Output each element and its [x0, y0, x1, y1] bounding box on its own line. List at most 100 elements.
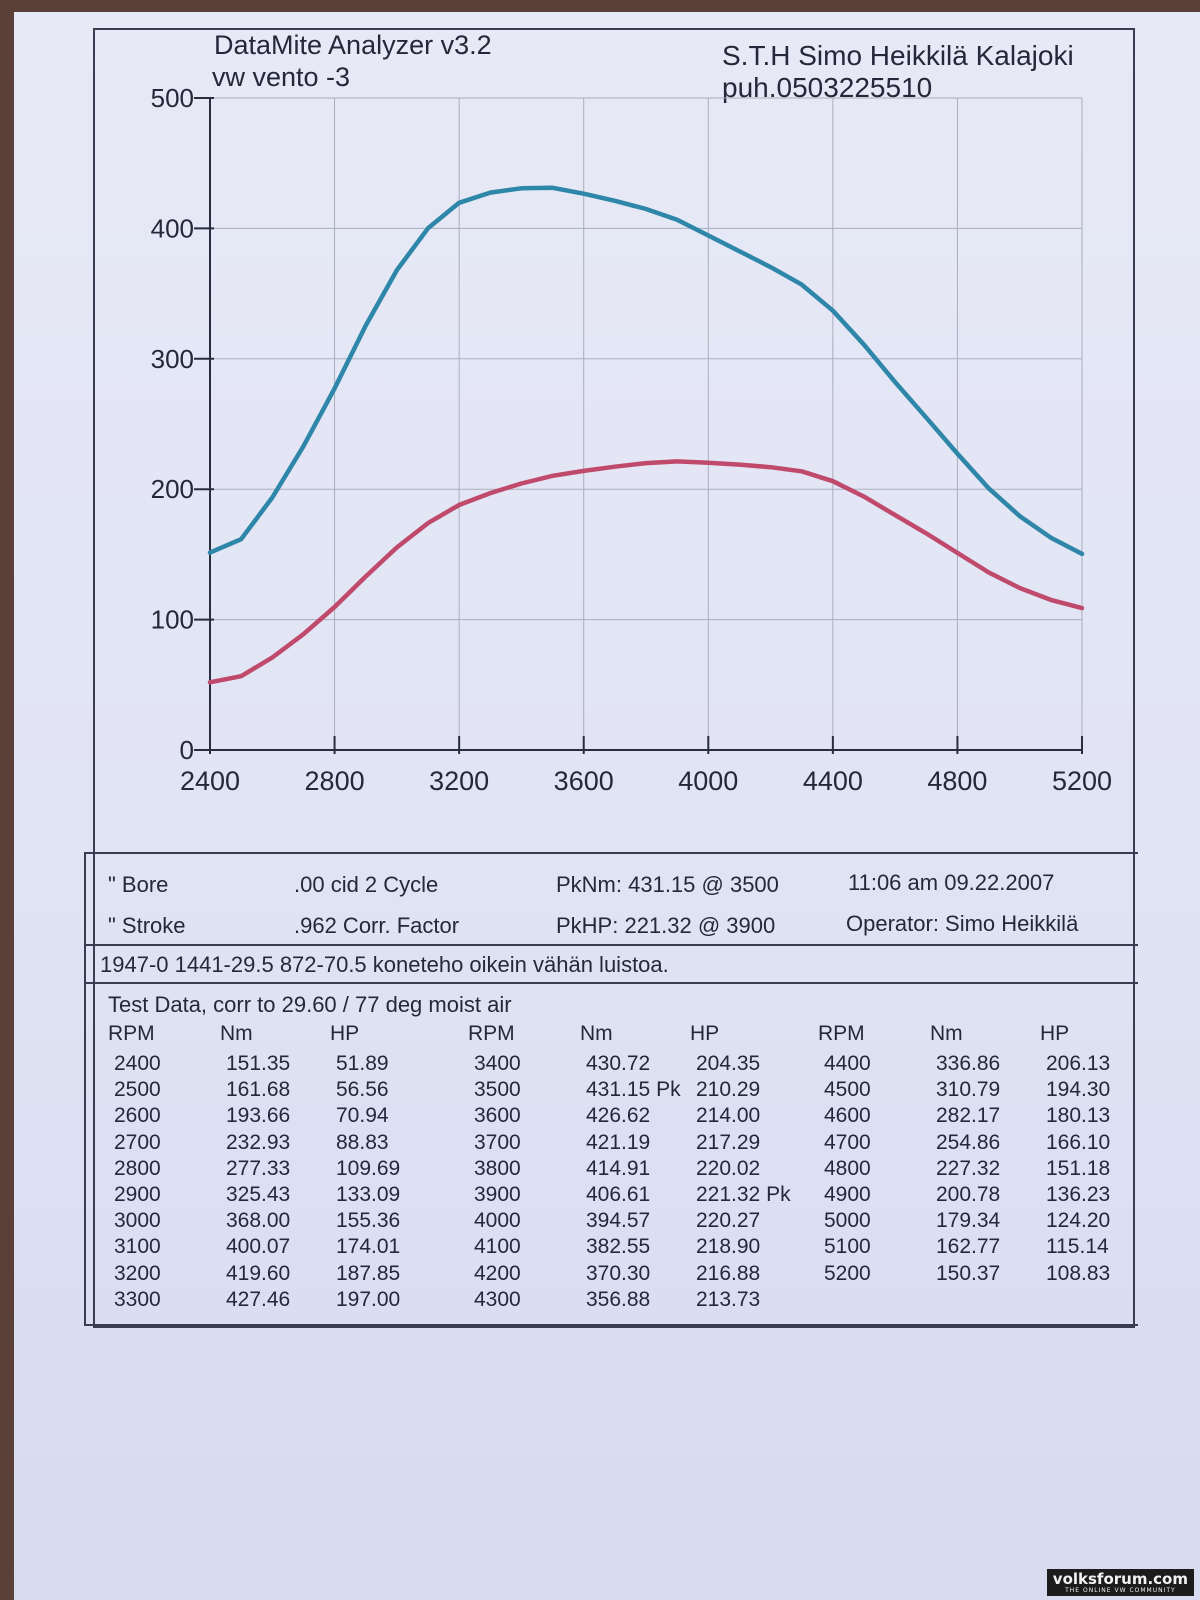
table-cell: 204.35 — [696, 1052, 761, 1075]
table-cell: 5200 — [824, 1261, 871, 1285]
run-note: 1947-0 1441-29.5 872-70.5 koneteho oikei… — [100, 952, 669, 977]
table-cell: 5000 — [824, 1209, 871, 1233]
table-cell: 426.62 — [586, 1104, 651, 1128]
x-tick-label-3: 3600 — [554, 766, 614, 796]
bore-label: " Bore — [108, 872, 169, 897]
y-tick-label-3: 300 — [151, 344, 194, 374]
table-cell: 2500 — [114, 1078, 161, 1102]
operator: Operator: Simo Heikkilä — [846, 911, 1079, 936]
table-cell: 394.57 — [586, 1209, 651, 1233]
table-cell: 3500 — [474, 1078, 521, 1102]
series-line-nm — [207, 185, 1085, 557]
y-tick-label-2: 200 — [151, 474, 194, 504]
column-header-hp: HP — [690, 1022, 720, 1045]
column-header-rpm: RPM — [468, 1022, 515, 1045]
y-tick-label-5: 500 — [151, 83, 194, 113]
table-cell: 161.68 — [226, 1078, 291, 1102]
table-cell: 180.13 — [1046, 1104, 1111, 1128]
table-cell: 5100 — [824, 1235, 871, 1259]
table-cell: 400.07 — [226, 1235, 291, 1259]
left-border — [84, 852, 86, 1326]
table-cell: 88.83 — [336, 1130, 389, 1154]
column-header-nm: Nm — [580, 1022, 613, 1045]
table-cell: 421.19 — [586, 1130, 651, 1154]
table-cell: 136.23 — [1046, 1183, 1111, 1206]
time-date: 11:06 am 09.22.2007 — [848, 870, 1055, 895]
table-cell: 3700 — [474, 1130, 521, 1154]
watermark-subtitle: THE ONLINE VW COMMUNITY — [1065, 1587, 1176, 1594]
table-cell: 133.09 — [336, 1183, 401, 1206]
table-cell: 336.86 — [936, 1052, 1001, 1075]
table-cell: 3400 — [474, 1052, 521, 1075]
stroke-label: " Stroke — [108, 913, 186, 938]
table-cell: 213.73 — [696, 1287, 761, 1311]
column-header-rpm: RPM — [818, 1022, 865, 1045]
table-cell: 109.69 — [336, 1156, 401, 1180]
table-cell: 3600 — [474, 1104, 521, 1128]
x-tick-label-2: 3200 — [429, 766, 489, 796]
table-cell: 356.88 — [586, 1287, 651, 1311]
x-tick-label-7: 5200 — [1052, 766, 1112, 796]
y-tick-label-0: 0 — [180, 735, 194, 765]
table-cell: 214.00 — [696, 1104, 761, 1128]
table-cell: 3900 — [474, 1183, 521, 1206]
table-cell: 227.32 — [936, 1156, 1001, 1180]
table-cell: 2400 — [114, 1052, 161, 1075]
table-cell: 4200 — [474, 1261, 521, 1285]
series-line-hp — [207, 459, 1085, 685]
column-header-hp: HP — [1040, 1022, 1070, 1045]
table-cell: 4900 — [824, 1183, 871, 1206]
table-cell: 325.43 — [226, 1183, 291, 1206]
table-cell: 216.88 — [696, 1261, 761, 1285]
peak-power: PkHP: 221.32 @ 3900 — [556, 913, 776, 938]
table-cell: 221.32 Pk — [696, 1183, 791, 1206]
stroke-value: .962 Corr. Factor — [294, 913, 460, 938]
peak-torque: PkNm: 431.15 @ 3500 — [556, 872, 779, 897]
table-cell: 210.29 — [696, 1078, 761, 1102]
bore-value: .00 cid 2 Cycle — [294, 872, 439, 897]
table-cell: 108.83 — [1046, 1261, 1111, 1285]
table-cell: 217.29 — [696, 1130, 761, 1154]
table-cell: 427.46 — [226, 1287, 291, 1311]
table-cell: 310.79 — [936, 1078, 1001, 1102]
table-cell: 414.91 — [586, 1156, 651, 1180]
table-cell: 4500 — [824, 1078, 871, 1102]
column-header-nm: Nm — [220, 1022, 253, 1045]
table-cell: 193.66 — [226, 1104, 291, 1128]
table-cell: 3300 — [114, 1287, 161, 1311]
dyno-chart: 2400 2800 3200 3600 4000 4400 4800 5200 0 100 200 3… — [151, 83, 1112, 796]
table-cell: 3800 — [474, 1156, 521, 1180]
x-tick-label-0: 2400 — [180, 766, 240, 796]
table-cell: 4100 — [474, 1235, 521, 1259]
table-cell: 282.17 — [936, 1104, 1001, 1128]
table-cell: 431.15 Pk — [586, 1078, 681, 1102]
table-cell: 419.60 — [226, 1261, 291, 1285]
table-cell: 166.10 — [1046, 1130, 1111, 1154]
table-cell: 220.27 — [696, 1209, 761, 1233]
column-header-rpm: RPM — [108, 1022, 155, 1045]
table-cell: 232.93 — [226, 1130, 291, 1154]
printout-frame — [93, 28, 1135, 1328]
table-cell: 51.89 — [336, 1052, 389, 1075]
table-cell: 3000 — [114, 1209, 161, 1233]
y-tick-label-4: 400 — [151, 213, 194, 243]
table-cell: 124.20 — [1046, 1209, 1111, 1233]
table-cell: 197.00 — [336, 1287, 401, 1311]
vehicle-name: vw vento -3 — [212, 62, 351, 92]
table-cell: 155.36 — [336, 1209, 401, 1233]
table-cell: 2900 — [114, 1183, 161, 1206]
table-cell: 70.94 — [336, 1104, 389, 1128]
table-cell: 194.30 — [1046, 1078, 1111, 1102]
x-tick-label-6: 4800 — [927, 766, 987, 796]
x-tick-label-4: 4000 — [678, 766, 738, 796]
table-cell: 200.78 — [936, 1183, 1001, 1206]
table-cell: 187.85 — [336, 1261, 401, 1285]
divider-table-bottom — [84, 1324, 1138, 1326]
table-cell: 218.90 — [696, 1235, 761, 1259]
table-cell: 254.86 — [936, 1130, 1001, 1154]
table-cell: 56.56 — [336, 1078, 389, 1102]
table-cell: 370.30 — [586, 1261, 651, 1285]
table-cell: 3200 — [114, 1261, 161, 1285]
table-cell: 277.33 — [226, 1156, 291, 1180]
table-cell: 430.72 — [586, 1052, 651, 1075]
